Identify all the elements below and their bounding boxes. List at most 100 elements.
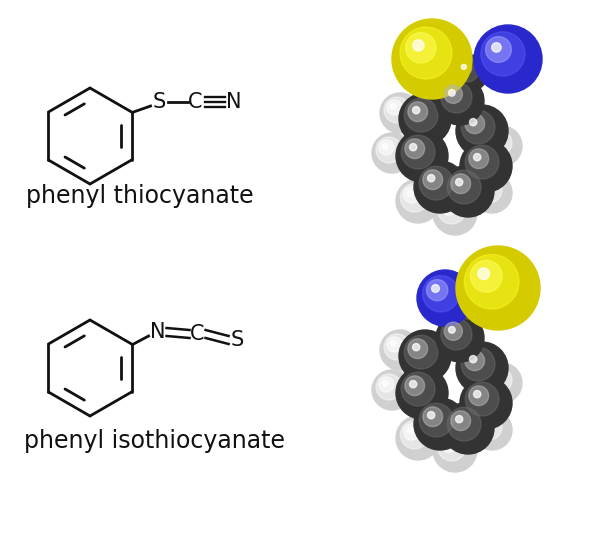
Circle shape: [444, 85, 463, 103]
Circle shape: [461, 110, 495, 144]
Circle shape: [391, 340, 396, 346]
Circle shape: [419, 166, 453, 200]
Circle shape: [447, 170, 481, 204]
Circle shape: [376, 374, 402, 400]
Circle shape: [427, 279, 448, 301]
Circle shape: [407, 427, 413, 434]
Circle shape: [408, 102, 428, 122]
Circle shape: [464, 255, 519, 309]
Circle shape: [460, 140, 512, 192]
Circle shape: [493, 374, 498, 379]
Circle shape: [465, 145, 499, 179]
Circle shape: [387, 100, 402, 115]
Circle shape: [417, 270, 473, 326]
Circle shape: [448, 326, 455, 333]
Circle shape: [405, 376, 425, 396]
Circle shape: [482, 126, 522, 166]
Circle shape: [376, 137, 402, 163]
Circle shape: [482, 183, 488, 189]
Circle shape: [436, 77, 484, 125]
Circle shape: [382, 381, 388, 386]
Circle shape: [423, 170, 443, 190]
Circle shape: [476, 414, 502, 440]
Text: phenyl thiocyanate: phenyl thiocyanate: [26, 184, 254, 208]
Text: S: S: [153, 92, 166, 112]
Circle shape: [391, 103, 396, 109]
Circle shape: [404, 98, 438, 132]
Circle shape: [493, 136, 498, 142]
Text: S: S: [231, 330, 244, 350]
Circle shape: [489, 133, 504, 148]
Circle shape: [441, 82, 472, 113]
Circle shape: [469, 149, 488, 169]
Circle shape: [456, 105, 508, 157]
Circle shape: [423, 407, 443, 427]
Circle shape: [379, 377, 394, 392]
Circle shape: [410, 144, 417, 151]
Circle shape: [436, 314, 484, 362]
Circle shape: [428, 175, 435, 182]
Circle shape: [482, 363, 522, 403]
Circle shape: [382, 144, 388, 149]
Circle shape: [472, 410, 512, 450]
Circle shape: [451, 411, 470, 430]
Circle shape: [396, 367, 448, 419]
Text: N: N: [150, 322, 166, 342]
Circle shape: [473, 153, 481, 161]
Circle shape: [481, 32, 525, 76]
Circle shape: [452, 55, 488, 91]
Circle shape: [396, 416, 440, 460]
Circle shape: [384, 97, 410, 123]
Circle shape: [396, 179, 440, 223]
Circle shape: [399, 330, 451, 382]
Circle shape: [474, 25, 542, 93]
Circle shape: [452, 292, 488, 328]
Circle shape: [476, 177, 502, 203]
Circle shape: [455, 415, 463, 423]
Circle shape: [406, 33, 436, 63]
Text: phenyl isothiocyanate: phenyl isothiocyanate: [25, 429, 286, 453]
Circle shape: [465, 114, 485, 133]
Text: C: C: [188, 92, 203, 112]
Circle shape: [458, 61, 472, 75]
Circle shape: [372, 133, 412, 173]
Circle shape: [456, 342, 508, 394]
Circle shape: [445, 203, 451, 209]
Circle shape: [444, 322, 463, 340]
Circle shape: [404, 335, 438, 369]
Circle shape: [448, 90, 455, 96]
Circle shape: [455, 178, 463, 186]
Circle shape: [422, 276, 459, 312]
Circle shape: [470, 118, 477, 126]
Circle shape: [455, 295, 479, 319]
Circle shape: [407, 190, 413, 197]
Circle shape: [461, 64, 466, 69]
Circle shape: [413, 344, 420, 351]
Circle shape: [472, 173, 512, 213]
Circle shape: [461, 301, 466, 307]
Circle shape: [451, 174, 470, 193]
Circle shape: [442, 402, 494, 454]
Circle shape: [470, 260, 502, 292]
Circle shape: [380, 93, 420, 133]
Circle shape: [413, 40, 424, 51]
Circle shape: [410, 381, 417, 388]
Circle shape: [396, 130, 448, 182]
Circle shape: [437, 196, 466, 224]
Circle shape: [428, 412, 435, 419]
Circle shape: [400, 27, 452, 79]
Circle shape: [414, 161, 466, 213]
Circle shape: [392, 19, 472, 99]
Circle shape: [473, 391, 481, 398]
Circle shape: [401, 372, 435, 406]
Circle shape: [479, 180, 494, 195]
Circle shape: [403, 187, 420, 203]
Circle shape: [403, 423, 420, 440]
Circle shape: [486, 367, 512, 393]
Circle shape: [470, 355, 477, 363]
Circle shape: [441, 319, 472, 350]
Circle shape: [461, 347, 495, 381]
Circle shape: [408, 339, 428, 359]
Circle shape: [372, 370, 412, 410]
Circle shape: [469, 386, 488, 406]
